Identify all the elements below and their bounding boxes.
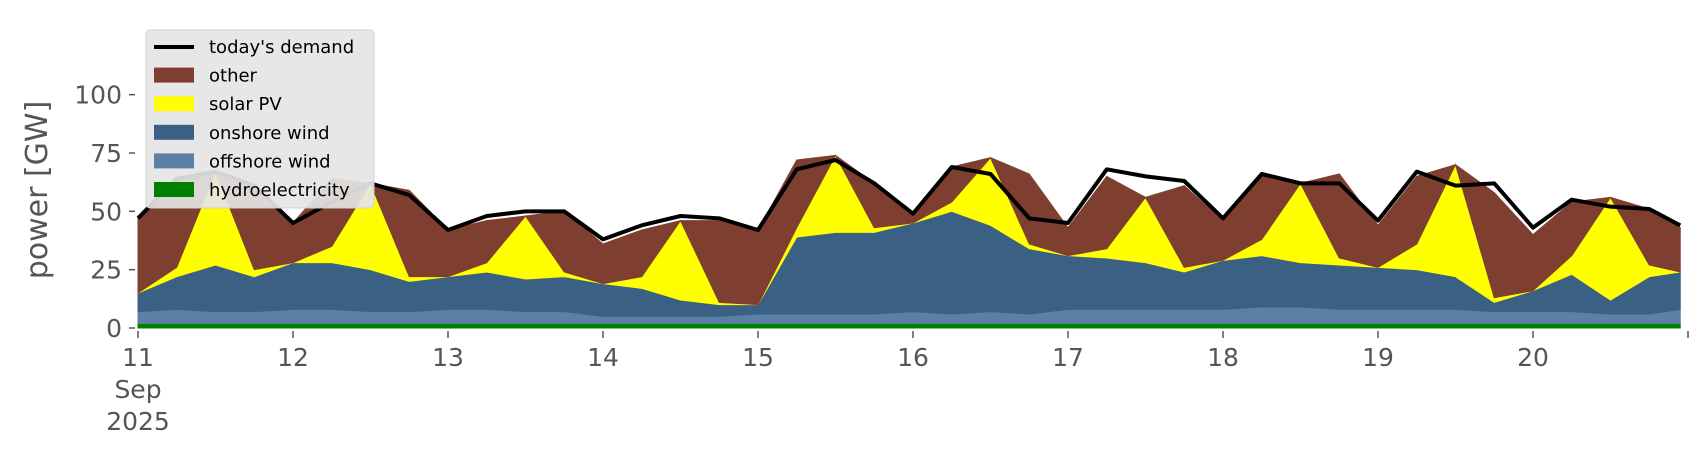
x-tick-label: 12 bbox=[277, 343, 309, 372]
legend-swatch bbox=[154, 67, 194, 83]
legend-label: onshore wind bbox=[209, 123, 330, 144]
x-tick-label: 15 bbox=[742, 343, 774, 372]
y-tick-label: 100 bbox=[74, 81, 122, 110]
y-tick-label: 75 bbox=[90, 139, 122, 168]
area-hydroelectricity bbox=[137, 322, 1681, 329]
x-tick-label: 11 Sep 2025 bbox=[106, 343, 170, 436]
legend-swatch bbox=[154, 124, 194, 140]
x-tick-label: 13 bbox=[432, 343, 464, 372]
legend-label: other bbox=[209, 66, 258, 87]
x-tick-label: 18 bbox=[1207, 343, 1239, 372]
x-tick-label: 16 bbox=[897, 343, 929, 372]
legend-label: hydroelectricity bbox=[209, 180, 350, 201]
y-axis-label: power [GW] bbox=[20, 101, 55, 280]
legend-swatch bbox=[154, 96, 194, 112]
legend-swatch bbox=[154, 153, 194, 169]
demand-line bbox=[136, 158, 1682, 242]
demand-layer bbox=[136, 158, 1682, 242]
legend-swatch bbox=[154, 182, 194, 197]
x-tick-label: 17 bbox=[1052, 343, 1084, 372]
x-tick-label: 19 bbox=[1362, 343, 1394, 372]
y-tick-label: 25 bbox=[90, 256, 122, 285]
legend-label: today's demand bbox=[209, 37, 354, 58]
x-tick-label: 14 bbox=[587, 343, 619, 372]
x-axis: 11 Sep 2025 12 13 14 15 16 17 18 19 20 bbox=[106, 331, 1689, 436]
legend-box bbox=[145, 29, 375, 209]
legend-label: solar PV bbox=[209, 94, 282, 115]
legend: today's demand other solar PV onshore wind o… bbox=[145, 29, 375, 209]
x-tick-label: 20 bbox=[1517, 343, 1549, 372]
y-tick-label: 0 bbox=[106, 314, 122, 343]
y-axis: 0 25 50 75 100 bbox=[74, 81, 135, 343]
y-tick-label: 50 bbox=[90, 197, 122, 226]
legend-label: offshore wind bbox=[209, 151, 331, 172]
